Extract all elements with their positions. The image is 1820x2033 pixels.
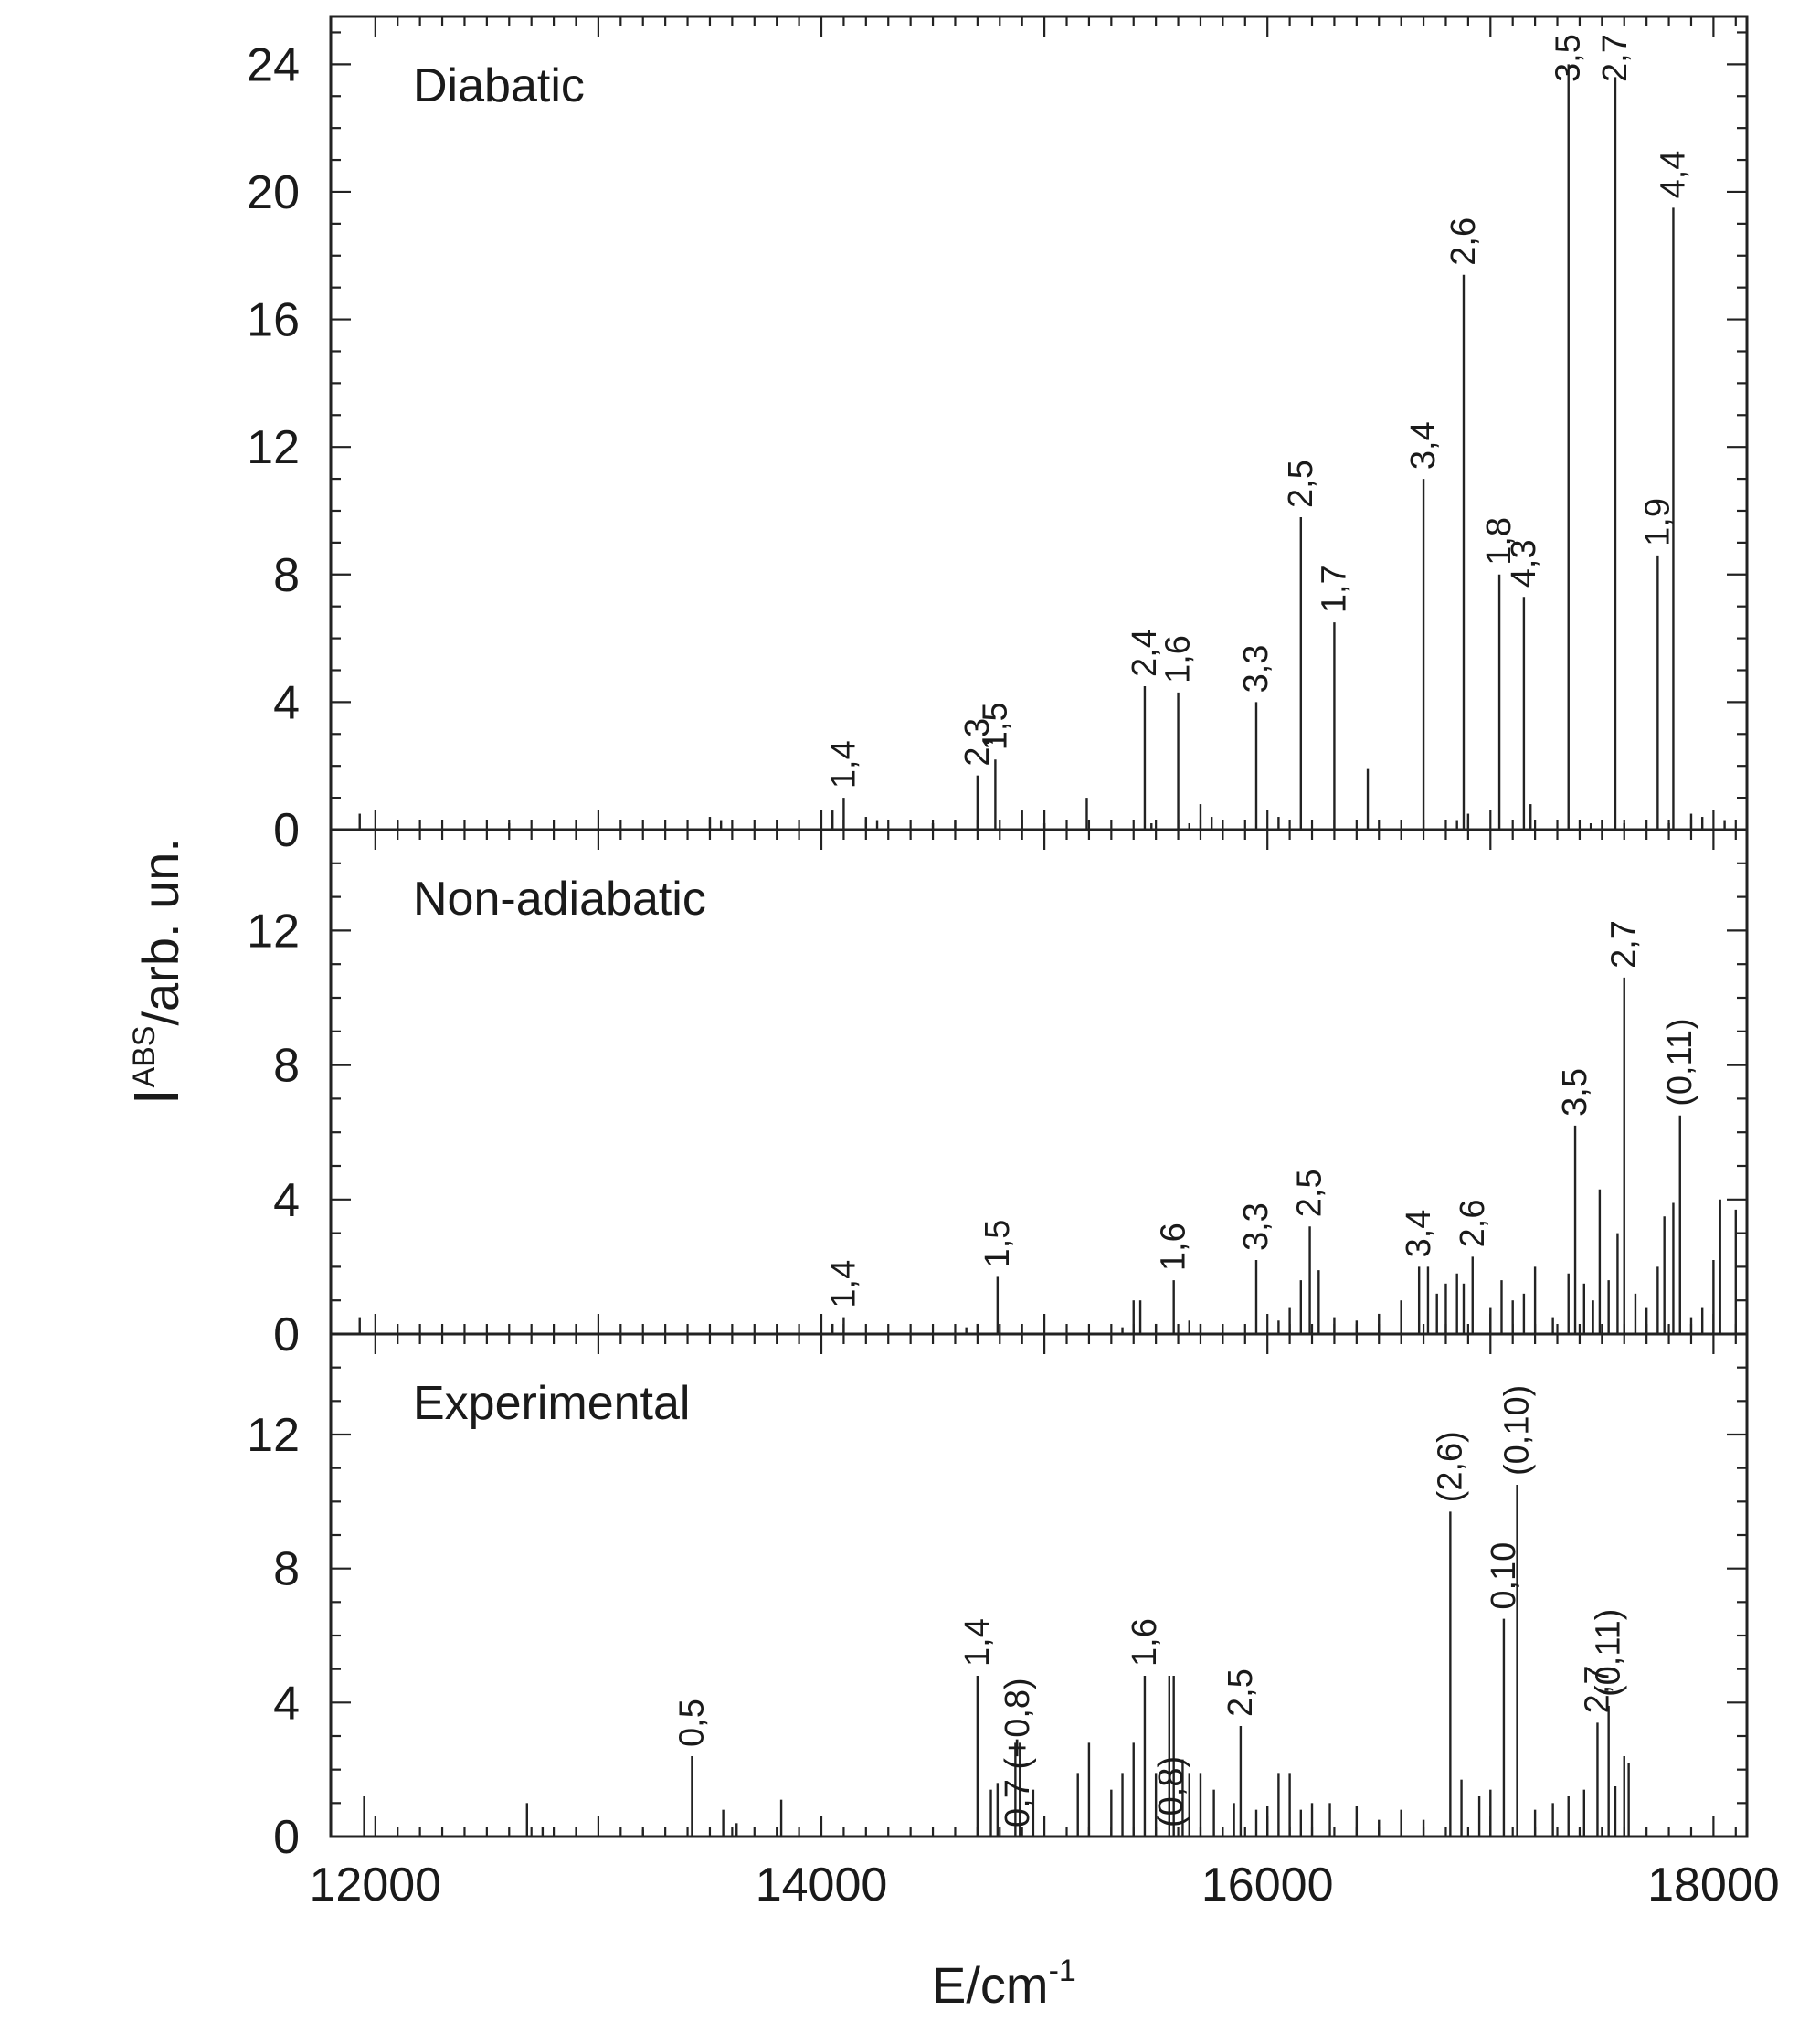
y-tick-label: 8 (273, 549, 300, 602)
x-tick-label: 18000 (1647, 1858, 1780, 1911)
peak-label: 3,3 (1237, 645, 1275, 694)
peak-label: 3,3 (1237, 1202, 1275, 1251)
peak-label: 2,5 (1291, 1169, 1329, 1217)
peak-label: (0,10) (1498, 1385, 1537, 1476)
peak-label: 4,3 (1505, 539, 1543, 588)
peak-label: 1,9 (1638, 498, 1677, 546)
panel-title: Non-adiabatic (413, 873, 706, 926)
y-tick-label: 16 (247, 294, 300, 347)
peak-label: 3,4 (1400, 1210, 1438, 1258)
peak-label: 1,4 (824, 1260, 862, 1308)
peak-label: 2,4 (1126, 629, 1164, 677)
peak-label: 3,4 (1404, 421, 1443, 470)
peak-label: 1,4 (824, 740, 862, 789)
peak-label: 2,5 (1282, 460, 1320, 508)
x-tick-label: 14000 (756, 1858, 888, 1911)
panel-title: Experimental (413, 1377, 690, 1430)
y-tick-label: 8 (273, 1040, 300, 1093)
y-tick-label: 0 (273, 1308, 300, 1361)
peak-label: (0,11) (1590, 1609, 1628, 1697)
y-tick-label: 12 (247, 905, 300, 958)
peak-label: 3,5 (1556, 1068, 1594, 1117)
peak-label: 1,7 (1315, 565, 1353, 613)
peak-label: 0,7 (+0,8) (999, 1678, 1037, 1827)
y-tick-label: 4 (273, 1677, 300, 1730)
peak-label: (2,6) (1431, 1431, 1469, 1502)
peak-label: 2,6 (1454, 1200, 1492, 1248)
y-axis-label: IABS/arb. un. (121, 838, 192, 1106)
peak-label: 1,5 (976, 702, 1014, 750)
peak-label: 1,5 (979, 1220, 1017, 1268)
peak-label: 2,7 (1605, 920, 1644, 969)
panel-title: Diabatic (413, 59, 585, 112)
x-axis-label: E/cm-1 (932, 1954, 1076, 2014)
x-tick-label: 12000 (310, 1858, 442, 1911)
peak-label: 2,5 (1222, 1668, 1260, 1717)
y-tick-label: 24 (247, 38, 300, 91)
peak-label: 2,3 (958, 718, 997, 767)
peak-label: 0,5 (672, 1699, 711, 1747)
y-tick-label: 8 (273, 1543, 300, 1596)
peak-label: 2,7 (1596, 34, 1635, 82)
peak-label: (0,8) (1152, 1756, 1190, 1827)
x-tick-label: 16000 (1201, 1858, 1334, 1911)
panel-frame (329, 1332, 1749, 1838)
y-tick-label: 4 (273, 676, 300, 729)
peak-label: 2,7 (1578, 1666, 1616, 1714)
peak-label: 4,4 (1654, 151, 1692, 199)
peak-label: 3,5 (1550, 34, 1588, 82)
y-tick-label: 0 (273, 804, 300, 857)
peak-label: (0,11) (1661, 1018, 1699, 1106)
y-tick-label: 12 (247, 421, 300, 474)
peak-label: 1,6 (1126, 1618, 1164, 1667)
y-tick-label: 20 (247, 166, 300, 219)
y-tick-label: 0 (273, 1811, 300, 1864)
peak-label: 0,10 (1485, 1542, 1523, 1610)
peak-label: 1,6 (1155, 1223, 1193, 1271)
peak-label: 1,6 (1159, 635, 1198, 683)
peak-label: 1,4 (958, 1618, 997, 1667)
peak-label: 2,6 (1444, 217, 1483, 266)
y-tick-label: 12 (247, 1409, 300, 1462)
y-tick-label: 4 (273, 1174, 300, 1227)
peak-label: 1,8 (1480, 517, 1518, 566)
